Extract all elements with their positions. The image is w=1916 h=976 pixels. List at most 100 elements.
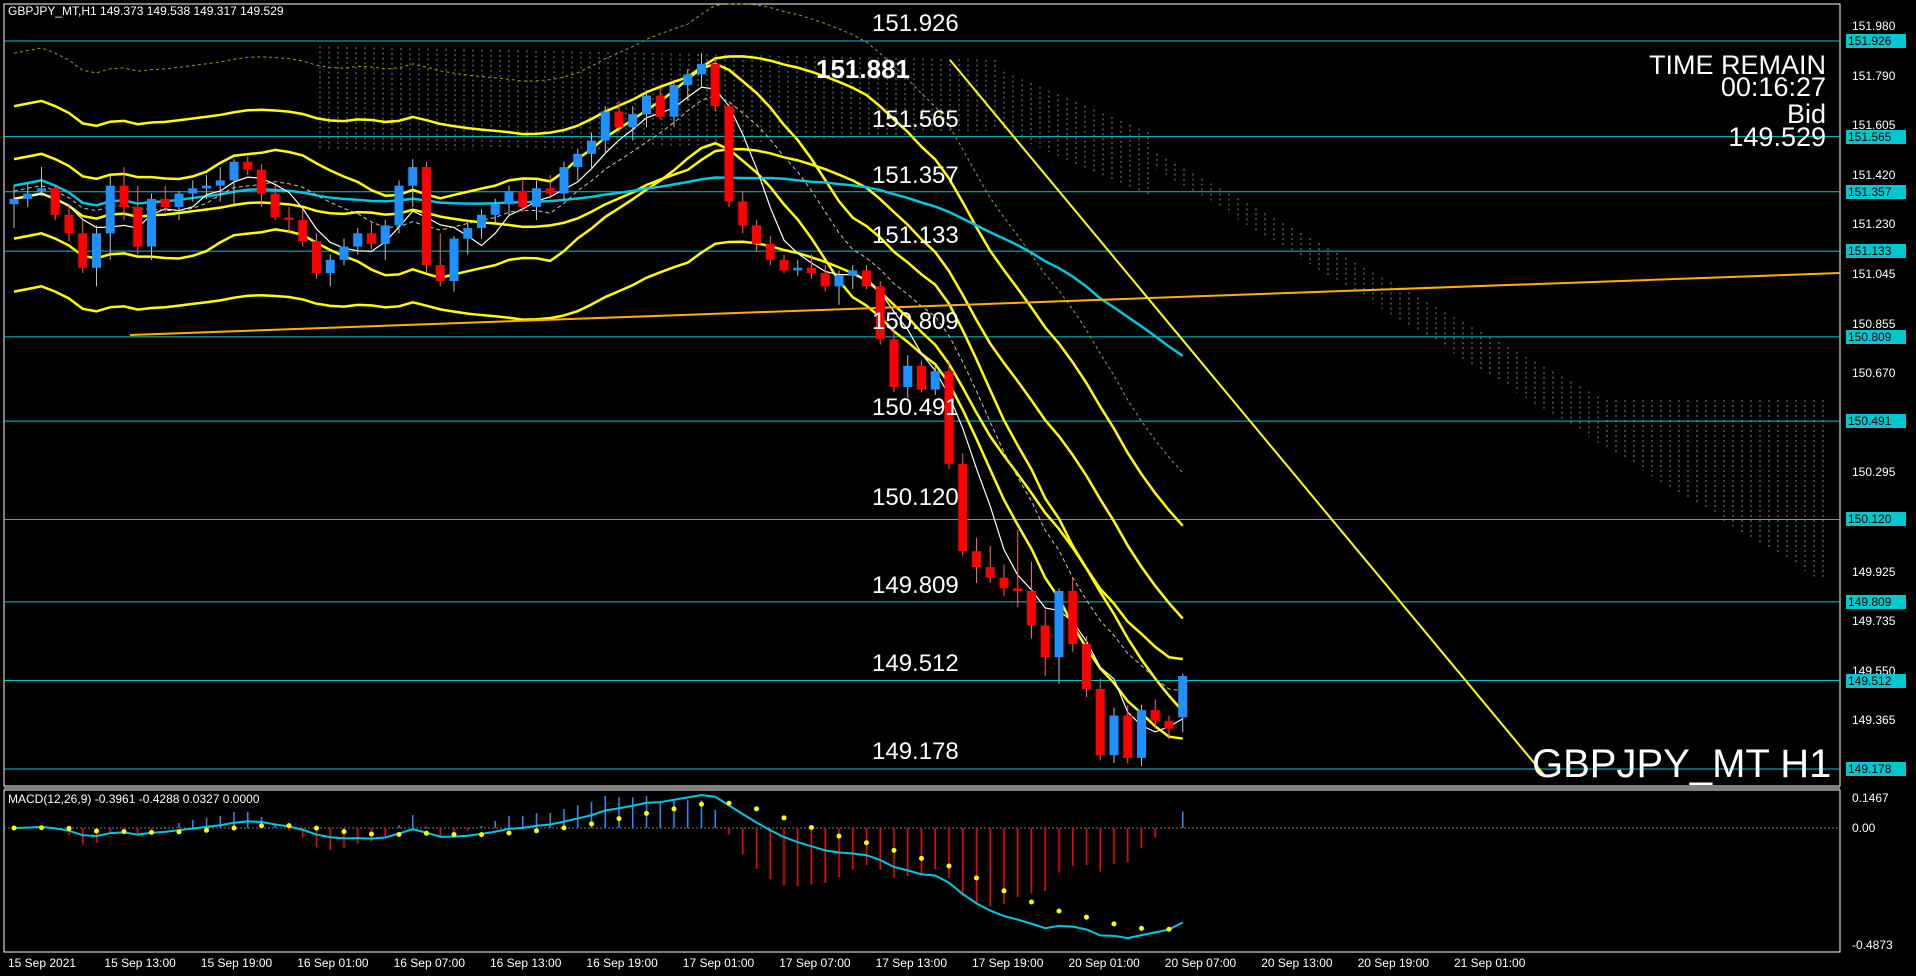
bear-candle xyxy=(820,273,830,287)
macd-signal-dot xyxy=(726,800,732,806)
symbol-info: GBPJPY_MT,H1 149.373 149.538 149.317 149… xyxy=(8,4,284,18)
time-remain-value: 00:16:27 xyxy=(1720,72,1826,102)
bear-candle xyxy=(917,365,926,390)
time-axis-label: 16 Sep 13:00 xyxy=(490,956,562,970)
price-axis-label: 151.980 xyxy=(1852,19,1896,33)
bull-candle xyxy=(147,198,156,247)
macd-signal-dot xyxy=(66,825,72,831)
macd-signal-dot xyxy=(781,815,787,821)
bear-candle xyxy=(545,188,555,194)
macd-signal-dot xyxy=(341,829,347,835)
macd-signal-dot xyxy=(369,831,374,837)
bull-candle xyxy=(325,259,335,274)
time-axis-label: 20 Sep 19:00 xyxy=(1357,956,1429,970)
bull-candle xyxy=(353,233,363,247)
bear-candle xyxy=(284,217,294,221)
level-label: 149.178 xyxy=(872,738,959,765)
bear-candle xyxy=(1027,590,1036,626)
bear-candle xyxy=(133,206,143,247)
macd-signal-dot xyxy=(644,810,649,816)
macd-signal-dot xyxy=(561,825,567,831)
macd-signal-dot xyxy=(754,806,759,812)
bollinger-lower-line xyxy=(13,240,1184,713)
macd-signal-dot xyxy=(1139,925,1144,931)
bear-candle xyxy=(985,567,995,578)
bear-candle xyxy=(738,201,748,226)
level-label: 150.120 xyxy=(872,484,959,511)
macd-signal-dot xyxy=(1111,921,1117,927)
bull-candle xyxy=(793,267,803,271)
bull-candle xyxy=(628,114,638,128)
macd-indicator xyxy=(11,794,1184,940)
bollinger-upper-line xyxy=(13,55,1184,527)
bull-candle xyxy=(215,180,225,186)
bear-candle xyxy=(889,339,899,387)
price-tag: 149.512 xyxy=(1846,673,1906,688)
bear-candle xyxy=(752,225,761,244)
fast-ma-line xyxy=(13,86,1184,733)
macd-signal-dot xyxy=(94,828,99,834)
macd-signal-dot xyxy=(919,855,924,861)
level-label: 151.133 xyxy=(872,222,959,249)
bull-candle xyxy=(930,371,940,390)
main-pane-border xyxy=(3,3,1841,787)
bull-candle xyxy=(37,188,46,191)
price-axis-label: 149.735 xyxy=(1852,614,1896,629)
bull-candle xyxy=(559,167,569,194)
bear-candle xyxy=(367,233,376,244)
bear-candle xyxy=(999,577,1009,589)
bear-candle xyxy=(1164,720,1174,729)
time-axis-label: 15 Sep 13:00 xyxy=(104,956,176,970)
price-tag: 151.357 xyxy=(1846,184,1906,199)
slow-ma-line xyxy=(13,176,1184,357)
time-axis-label: 16 Sep 07:00 xyxy=(393,956,465,970)
bear-candle xyxy=(422,167,431,266)
kijun-line xyxy=(13,95,1183,692)
price-tag: 151.133 xyxy=(1846,244,1906,259)
bear-candle xyxy=(160,198,170,207)
bear-candle xyxy=(1040,625,1050,658)
bear-candle xyxy=(119,185,129,207)
bull-candle xyxy=(449,238,459,282)
bear-candle xyxy=(78,233,88,268)
time-axis-label: 21 Sep 01:00 xyxy=(1454,956,1526,970)
bull-candle xyxy=(573,153,583,168)
macd-pane-border xyxy=(3,789,1841,953)
bear-candle xyxy=(765,243,775,260)
price-axis-label: 150.670 xyxy=(1852,366,1896,381)
macd-signal-dot xyxy=(1166,926,1172,932)
macd-signal-dot xyxy=(451,832,457,838)
macd-signal-dot xyxy=(946,863,952,869)
macd-signal-dot xyxy=(149,829,154,835)
bull-candle xyxy=(1178,676,1188,718)
bull-candle xyxy=(532,188,541,207)
bull-candle xyxy=(92,233,101,268)
bear-candle xyxy=(1123,715,1133,758)
time-axis-label: 17 Sep 07:00 xyxy=(779,956,851,970)
macd-axis-zero: 0.00 xyxy=(1852,821,1876,835)
bear-candle xyxy=(655,95,665,117)
price-axis-label: 150.295 xyxy=(1852,465,1896,480)
macd-signal-dot xyxy=(1084,914,1089,920)
bull-candle xyxy=(408,167,418,186)
macd-signal-dot xyxy=(424,830,429,836)
bear-candle xyxy=(958,463,968,552)
bear-candle xyxy=(862,270,871,287)
macd-signal-dot xyxy=(699,801,704,807)
price-tag: 150.809 xyxy=(1846,329,1906,344)
price-tag: 149.178 xyxy=(1846,762,1906,776)
bull-candle xyxy=(9,198,19,205)
price-axis-label: 149.925 xyxy=(1852,564,1896,579)
level-label: 151.565 xyxy=(872,106,959,133)
channel-line xyxy=(949,59,1546,777)
macd-signal-dot xyxy=(589,821,594,827)
bear-candle xyxy=(724,106,734,202)
macd-signal-dot xyxy=(671,806,677,812)
macd-signal-dot xyxy=(259,823,264,829)
macd-signal-dot xyxy=(11,825,17,831)
macd-signal-dot xyxy=(204,827,209,833)
level-label: 151.926 xyxy=(872,10,959,37)
macd-signal-dot xyxy=(314,825,319,831)
